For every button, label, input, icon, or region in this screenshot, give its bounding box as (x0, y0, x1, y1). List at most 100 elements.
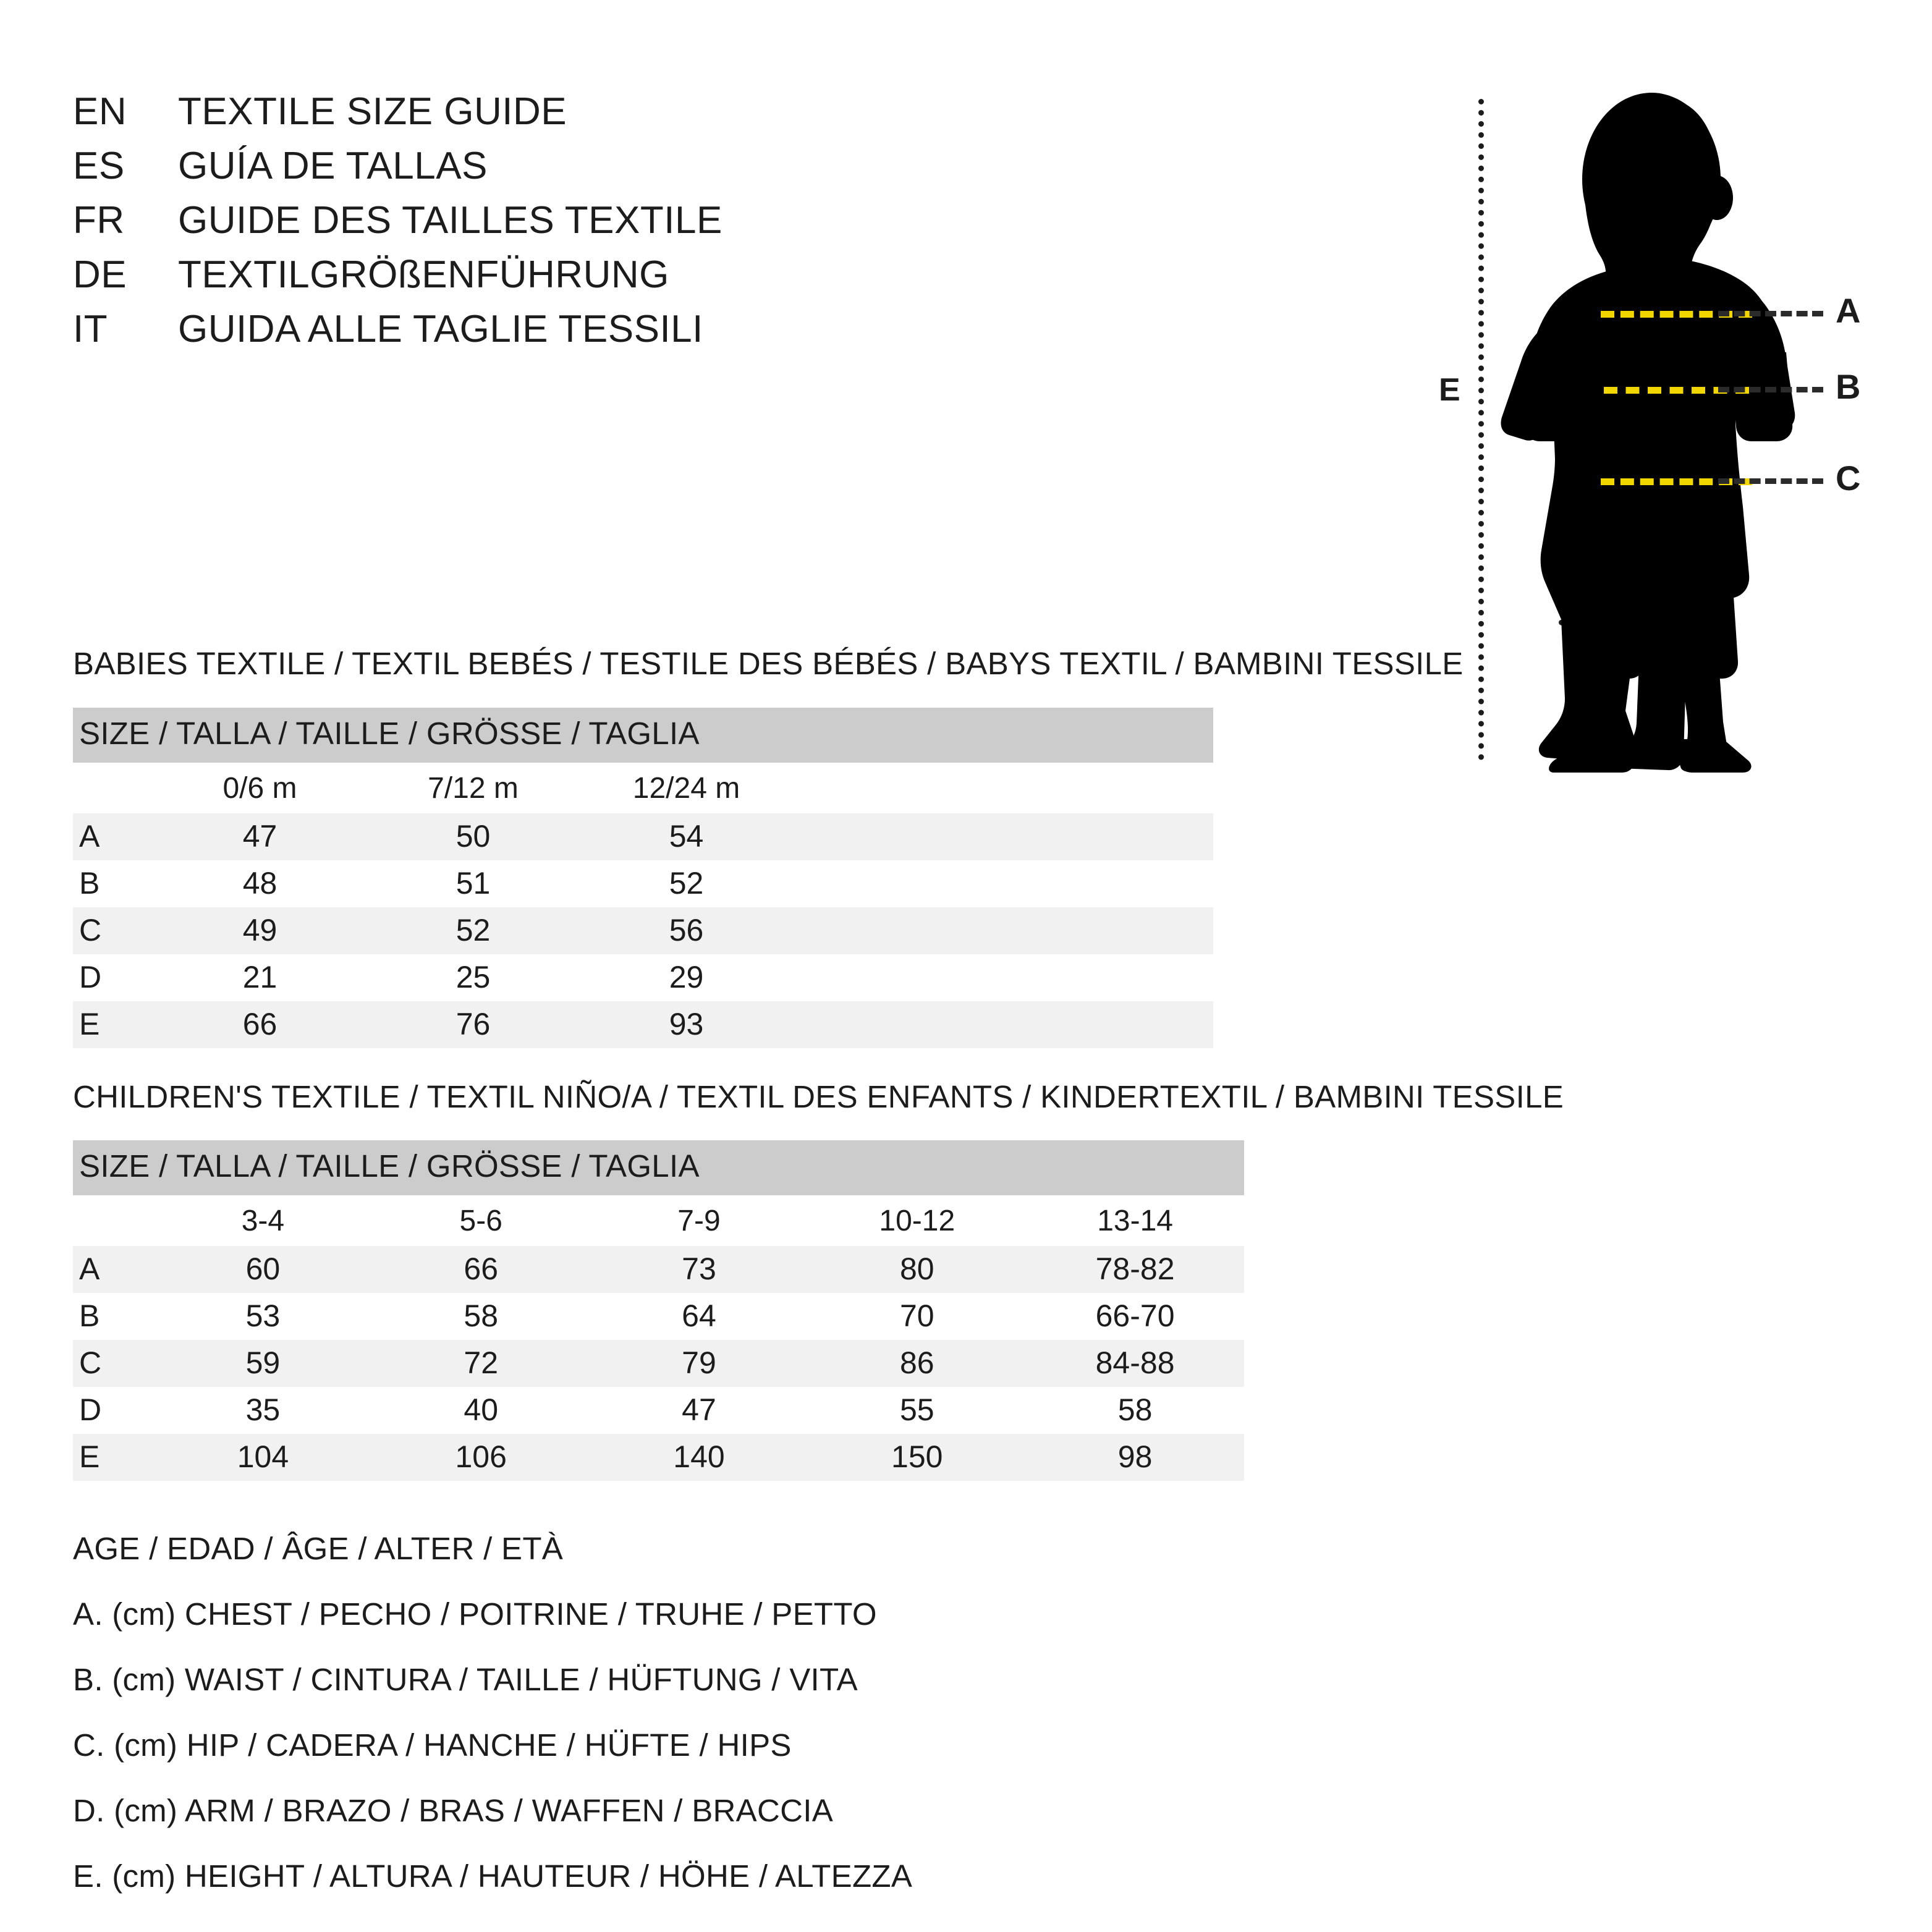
table-row: A 60 66 73 80 78-82 (73, 1246, 1244, 1293)
child-silhouette-icon (1501, 93, 1795, 773)
babies-corner-cell (73, 763, 153, 813)
babies-row-label-b: B (73, 860, 153, 907)
children-cell-a-2: 73 (590, 1246, 808, 1293)
children-col-4: 13-14 (1026, 1195, 1244, 1246)
children-column-headers: 3-4 5-6 7-9 10-12 13-14 (73, 1195, 1244, 1246)
children-cell-d-4: 58 (1026, 1387, 1244, 1434)
legend-item-b: B. (cm) WAIST / CINTURA / TAILLE / HÜFTU… (73, 1662, 858, 1697)
language-code-en: EN (73, 90, 127, 133)
legend-item-e: E. (cm) HEIGHT / ALTURA / HAUTEUR / HÖHE… (73, 1858, 913, 1894)
children-col-2: 7-9 (590, 1195, 808, 1246)
language-row-de: DE TEXTILGRÖßENFÜHRUNG (73, 256, 1062, 310)
children-cell-b-3: 70 (808, 1293, 1027, 1340)
babies-row-label-d: D (73, 954, 153, 1001)
children-cell-a-4: 78-82 (1026, 1246, 1244, 1293)
children-cell-a-1: 66 (371, 1246, 590, 1293)
table-row: C 49 52 56 (73, 907, 1213, 954)
children-col-1: 5-6 (371, 1195, 590, 1246)
language-title-de: TEXTILGRÖßENFÜHRUNG (178, 253, 669, 296)
height-guide-line (1478, 99, 1484, 760)
children-cell-c-3: 86 (808, 1340, 1027, 1387)
children-cell-e-2: 140 (590, 1434, 808, 1481)
children-cell-e-4: 98 (1026, 1434, 1244, 1481)
children-cell-d-1: 40 (371, 1387, 590, 1434)
children-row-label-d: D (73, 1387, 155, 1434)
children-table-header-bar: SIZE / TALLA / TAILLE / GRÖSSE / TAGLIA (73, 1140, 1244, 1195)
babies-cell-d-pad (793, 954, 1213, 1001)
babies-col-1: 7/12 m (366, 763, 580, 813)
children-header-label: SIZE / TALLA / TAILLE / GRÖSSE / TAGLIA (73, 1140, 1244, 1195)
babies-cell-c-2: 56 (580, 907, 793, 954)
diagram-label-c: C (1836, 459, 1861, 498)
children-corner-cell (73, 1195, 155, 1246)
babies-section-title: BABIES TEXTILE / TEXTIL BEBÉS / TESTILE … (73, 646, 1464, 681)
waist-measure-line (1604, 387, 1749, 394)
babies-cell-b-2: 52 (580, 860, 793, 907)
diagram-label-e: E (1439, 372, 1460, 408)
babies-cell-e-2: 93 (580, 1001, 793, 1048)
language-row-fr: FR GUIDE DES TAILLES TEXTILE (73, 201, 1062, 256)
children-row-label-b: B (73, 1293, 155, 1340)
legend-heading: AGE / EDAD / ÂGE / ALTER / ETÀ (73, 1531, 564, 1566)
legend-item-c: C. (cm) HIP / CADERA / HANCHE / HÜFTE / … (73, 1727, 792, 1763)
hip-measure-line (1601, 478, 1752, 485)
babies-row-label-c: C (73, 907, 153, 954)
babies-cell-c-0: 49 (153, 907, 366, 954)
chest-measure-line (1601, 311, 1752, 318)
children-size-table: SIZE / TALLA / TAILLE / GRÖSSE / TAGLIA … (73, 1140, 1244, 1481)
language-row-it: IT GUIDA ALLE TAGLIE TESSILI (73, 310, 1062, 365)
babies-cell-a-1: 50 (366, 813, 580, 860)
babies-cell-b-0: 48 (153, 860, 366, 907)
babies-cell-a-0: 47 (153, 813, 366, 860)
children-col-0: 3-4 (154, 1195, 372, 1246)
babies-cell-d-0: 21 (153, 954, 366, 1001)
table-row: E 104 106 140 150 98 (73, 1434, 1244, 1481)
children-row-label-a: A (73, 1246, 155, 1293)
chest-leader-line (1718, 311, 1823, 316)
children-cell-d-3: 55 (808, 1387, 1027, 1434)
babies-cell-e-1: 76 (366, 1001, 580, 1048)
children-cell-b-2: 64 (590, 1293, 808, 1340)
language-title-es: GUÍA DE TALLAS (178, 145, 488, 187)
table-row: B 48 51 52 (73, 860, 1213, 907)
children-cell-d-0: 35 (154, 1387, 372, 1434)
babies-cell-e-0: 66 (153, 1001, 366, 1048)
table-row: A 47 50 54 (73, 813, 1213, 860)
table-row: D 35 40 47 55 58 (73, 1387, 1244, 1434)
language-code-de: DE (73, 253, 127, 296)
language-code-es: ES (73, 145, 125, 187)
babies-cell-b-pad (793, 860, 1213, 907)
measurement-diagram: E D A B C (1409, 80, 1916, 773)
language-code-fr: FR (73, 199, 125, 242)
diagram-label-b: B (1836, 367, 1861, 406)
language-code-it: IT (73, 308, 108, 350)
language-row-es: ES GUÍA DE TALLAS (73, 147, 1062, 201)
language-title-block: EN TEXTILE SIZE GUIDE ES GUÍA DE TALLAS … (73, 93, 1062, 365)
babies-cell-a-2: 54 (580, 813, 793, 860)
table-row: E 66 76 93 (73, 1001, 1213, 1048)
babies-col-pad (793, 763, 1213, 813)
measurement-legend: AGE / EDAD / ÂGE / ALTER / ETÀ A. (cm) C… (73, 1533, 1309, 1926)
children-row-label-c: C (73, 1340, 155, 1387)
children-cell-e-3: 150 (808, 1434, 1027, 1481)
babies-column-headers: 0/6 m 7/12 m 12/24 m (73, 763, 1213, 813)
table-row: B 53 58 64 70 66-70 (73, 1293, 1244, 1340)
babies-col-2: 12/24 m (580, 763, 793, 813)
babies-cell-d-2: 29 (580, 954, 793, 1001)
babies-row-label-e: E (73, 1001, 153, 1048)
children-cell-b-1: 58 (371, 1293, 590, 1340)
language-row-en: EN TEXTILE SIZE GUIDE (73, 93, 1062, 147)
children-cell-b-0: 53 (154, 1293, 372, 1340)
babies-table-header-bar: SIZE / TALLA / TAILLE / GRÖSSE / TAGLIA (73, 708, 1213, 763)
diagram-label-a: A (1836, 291, 1861, 330)
babies-cell-d-1: 25 (366, 954, 580, 1001)
babies-cell-a-pad (793, 813, 1213, 860)
children-section-title: CHILDREN'S TEXTILE / TEXTIL NIÑO/A / TEX… (73, 1079, 1564, 1114)
children-cell-a-0: 60 (154, 1246, 372, 1293)
babies-size-table: SIZE / TALLA / TAILLE / GRÖSSE / TAGLIA … (73, 708, 1213, 1048)
legend-item-a: A. (cm) CHEST / PECHO / POITRINE / TRUHE… (73, 1596, 877, 1632)
table-row: D 21 25 29 (73, 954, 1213, 1001)
language-title-it: GUIDA ALLE TAGLIE TESSILI (178, 308, 703, 350)
babies-cell-c-pad (793, 907, 1213, 954)
children-cell-d-2: 47 (590, 1387, 808, 1434)
